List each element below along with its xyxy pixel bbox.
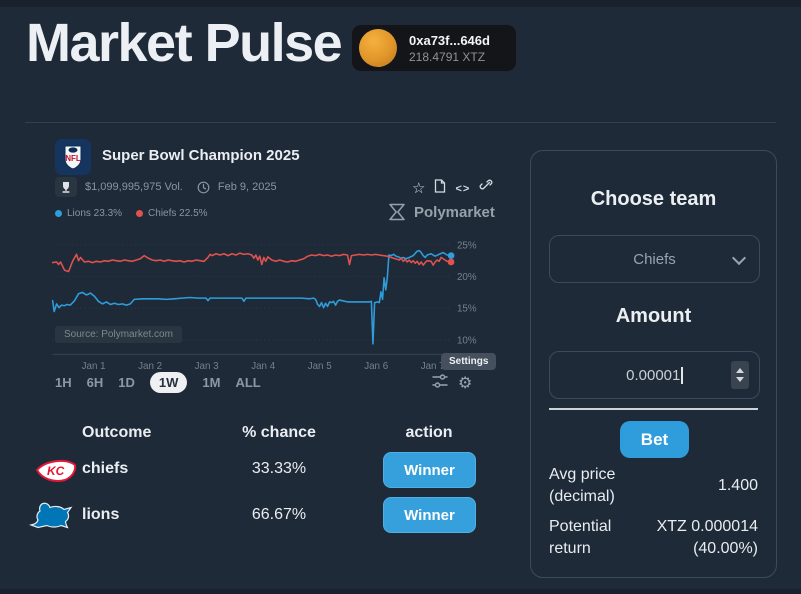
col-header-action: action [405,424,453,441]
col-header-outcome: Outcome [82,424,152,441]
link-icon[interactable] [479,179,493,198]
svg-text:10%: 10% [457,335,477,346]
svg-text:Jan 3: Jan 3 [195,361,219,372]
amount-value: 0.00001 [626,366,681,384]
team-select-value: Chiefs [633,250,676,268]
embed-code-icon[interactable]: <> [455,182,471,195]
avg-price-value: 1.400 [717,477,758,495]
svg-text:Jan 5: Jan 5 [308,361,332,372]
avg-price-label: Avg price (decimal) [549,466,616,505]
stepper-up-icon[interactable] [736,368,744,373]
bet-panel: Choose team Chiefs Amount 0.00001 Bet Av… [530,150,777,578]
gear-icon[interactable]: ⚙ [458,374,473,392]
sliders-icon[interactable] [432,374,448,393]
potential-return-value: XTZ 0.000014 (40.00%) [656,518,758,557]
polymarket-logo-icon [389,203,405,221]
chiefs-legend-label: Chiefs 22.5% [148,208,208,219]
svg-text:NFL: NFL [65,154,81,163]
top-edge-band [0,0,801,7]
range-1d[interactable]: 1D [118,375,135,390]
stepper-down-icon[interactable] [736,377,744,382]
svg-text:Jan 2: Jan 2 [138,361,162,372]
nfl-shield-icon: NFL [64,145,82,170]
svg-text:25%: 25% [457,240,477,251]
chiefs-winner-button[interactable]: Winner [383,452,476,488]
chart-legend: Lions 23.3% Chiefs 22.5% [55,208,208,219]
amount-input[interactable]: 0.00001 [549,351,760,399]
bottom-edge-band [0,589,801,594]
page-title: Market Pulse [26,13,343,73]
time-range-selector: 1H 6H 1D 1W 1M ALL [55,372,261,393]
svg-text:Jan 7: Jan 7 [421,361,445,372]
chevron-down-icon [731,250,747,266]
range-1h[interactable]: 1H [55,375,72,390]
row-chiefs-chance: 33.33% [251,460,307,477]
polymarket-brand[interactable]: Polymarket [387,202,495,222]
header-divider [25,122,776,123]
range-6h[interactable]: 6H [86,375,104,390]
market-date: Feb 9, 2025 [217,181,277,193]
widget-action-icons: ☆ <> [412,179,493,198]
avg-price-row: Avg price (decimal) 1.400 [549,463,758,509]
bet-button[interactable]: Bet [620,421,689,458]
svg-text:Jan 6: Jan 6 [364,361,388,372]
price-chart[interactable]: 25% 20% 15% 10% Jan 1 Jan 2 Jan 3 Jan 4 Jan 5 Jan… [48,233,488,373]
svg-text:KC: KC [47,464,65,478]
number-stepper[interactable] [731,361,749,389]
chart-tools: ⚙ [432,374,472,393]
wallet-chip[interactable]: 0xa73f...646d 218.4791 XTZ [352,25,516,71]
row-chiefs-name: chiefs [82,460,129,477]
market-volume: $1,099,995,975 Vol. [85,181,183,193]
potential-return-label: Potential return [549,518,612,557]
market-title: Super Bowl Champion 2025 [102,147,300,164]
lions-logo-icon [28,498,74,537]
lions-legend-dot-icon [55,210,62,217]
range-all[interactable]: ALL [235,375,261,390]
svg-text:20%: 20% [457,272,477,283]
nfl-logo: NFL [55,139,91,175]
lions-legend-label: Lions 23.3% [67,208,123,219]
team-select[interactable]: Chiefs [549,235,760,283]
chart-canvas: 25% 20% 15% 10% Jan 1 Jan 2 Jan 3 Jan 4 Jan 5 Jan… [51,240,477,372]
text-caret [681,366,683,384]
clock-icon [197,181,210,194]
choose-team-heading: Choose team [590,188,717,210]
svg-text:Jan 1: Jan 1 [82,361,106,372]
trophy-badge-icon [55,177,77,197]
panel-divider [549,408,758,410]
row-lions-chance: 66.67% [251,506,307,523]
market-meta-row: $1,099,995,975 Vol. Feb 9, 2025 [55,177,277,197]
col-header-chance: % chance [242,424,316,441]
lions-winner-button[interactable]: Winner [383,497,476,533]
wallet-balance: 218.4791 XTZ [409,49,486,64]
wallet-address: 0xa73f...646d [409,32,490,48]
range-1m[interactable]: 1M [202,375,221,390]
legend-item-chiefs: Chiefs 22.5% [136,208,208,219]
document-icon[interactable] [434,179,446,198]
star-icon[interactable]: ☆ [412,180,426,197]
chiefs-legend-dot-icon [136,210,144,217]
settings-tooltip: Settings [441,353,497,370]
amount-heading: Amount [615,305,692,327]
wallet-avatar-icon [359,29,397,67]
chiefs-logo-icon: KC [34,456,78,489]
svg-text:15%: 15% [457,304,477,315]
range-1w[interactable]: 1W [149,372,188,393]
potential-return-row: Potential return XTZ 0.000014 (40.00%) [549,515,758,561]
row-lions-name: lions [82,506,120,523]
polymarket-label: Polymarket [414,203,495,221]
legend-item-lions: Lions 23.3% [55,208,122,219]
svg-text:Jan 4: Jan 4 [251,361,275,372]
chart-source-watermark: Source: Polymarket.com [55,326,182,343]
